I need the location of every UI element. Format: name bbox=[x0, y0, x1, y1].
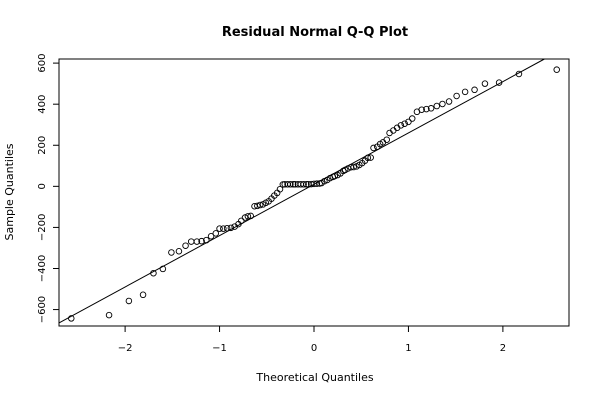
data-point bbox=[313, 180, 321, 187]
x-tick-label: 2 bbox=[500, 343, 506, 354]
data-point bbox=[182, 242, 189, 249]
data-point bbox=[364, 154, 372, 162]
data-point bbox=[303, 181, 310, 188]
data-point bbox=[418, 106, 425, 113]
data-point bbox=[427, 105, 435, 112]
data-point bbox=[453, 92, 460, 100]
data-point bbox=[159, 265, 167, 273]
x-tick-label: −1 bbox=[212, 343, 227, 354]
data-point bbox=[256, 201, 264, 209]
data-point bbox=[481, 80, 489, 87]
data-point bbox=[139, 291, 147, 299]
data-point bbox=[247, 212, 254, 220]
y-tick-label: −200 bbox=[37, 214, 48, 241]
data-point bbox=[370, 144, 377, 152]
data-point bbox=[383, 136, 390, 143]
x-tick-label: 0 bbox=[311, 343, 317, 354]
data-point bbox=[238, 217, 245, 225]
x-tick-label: 1 bbox=[405, 343, 411, 354]
data-point bbox=[287, 181, 294, 188]
x-tick-label: −2 bbox=[118, 343, 133, 354]
y-tick-label: −600 bbox=[37, 296, 48, 323]
qq-reference-line bbox=[58, 58, 545, 324]
data-point bbox=[175, 247, 183, 255]
y-axis: −600 −400 −200 0 200 400 600 bbox=[37, 54, 60, 323]
y-axis-label: Sample Quantiles bbox=[3, 143, 16, 240]
data-point bbox=[207, 232, 215, 240]
points-group bbox=[68, 66, 560, 322]
y-tick-label: 0 bbox=[37, 183, 48, 189]
data-point bbox=[244, 213, 252, 220]
data-point bbox=[105, 311, 113, 319]
y-tick-label: 600 bbox=[37, 54, 48, 73]
plot-frame bbox=[58, 58, 570, 327]
data-point bbox=[495, 79, 503, 86]
data-point bbox=[397, 122, 405, 129]
data-point bbox=[433, 102, 441, 110]
data-point bbox=[553, 66, 560, 73]
data-point bbox=[198, 237, 205, 245]
data-point bbox=[125, 297, 133, 305]
data-point bbox=[289, 181, 297, 188]
data-point bbox=[150, 269, 157, 277]
data-point bbox=[212, 230, 220, 237]
data-point bbox=[168, 249, 175, 256]
data-point bbox=[461, 88, 469, 96]
data-point bbox=[401, 120, 408, 127]
data-point bbox=[515, 70, 523, 78]
data-point bbox=[405, 118, 412, 126]
data-point bbox=[445, 98, 453, 105]
data-point bbox=[300, 181, 307, 188]
reference-line-group bbox=[58, 58, 545, 324]
data-point bbox=[216, 225, 223, 232]
data-point bbox=[367, 154, 374, 161]
data-point bbox=[439, 100, 446, 108]
data-point bbox=[193, 238, 201, 245]
y-tick-label: 400 bbox=[37, 95, 48, 114]
y-tick-label: −400 bbox=[37, 255, 48, 282]
data-point bbox=[68, 315, 75, 322]
data-point bbox=[423, 105, 430, 113]
x-axis-label: Theoretical Quantiles bbox=[255, 371, 373, 384]
data-point bbox=[276, 185, 284, 193]
data-point bbox=[203, 236, 210, 244]
data-point bbox=[187, 238, 195, 245]
y-tick-label: 200 bbox=[37, 136, 48, 155]
data-point bbox=[227, 224, 235, 232]
data-point bbox=[220, 225, 227, 232]
x-axis: −2 −1 0 1 2 bbox=[118, 325, 506, 354]
data-point bbox=[408, 115, 416, 122]
data-point bbox=[331, 172, 339, 180]
chart-title: Residual Normal Q-Q Plot bbox=[222, 25, 408, 40]
data-point bbox=[471, 86, 478, 94]
data-point bbox=[350, 163, 357, 171]
data-point bbox=[223, 224, 231, 232]
